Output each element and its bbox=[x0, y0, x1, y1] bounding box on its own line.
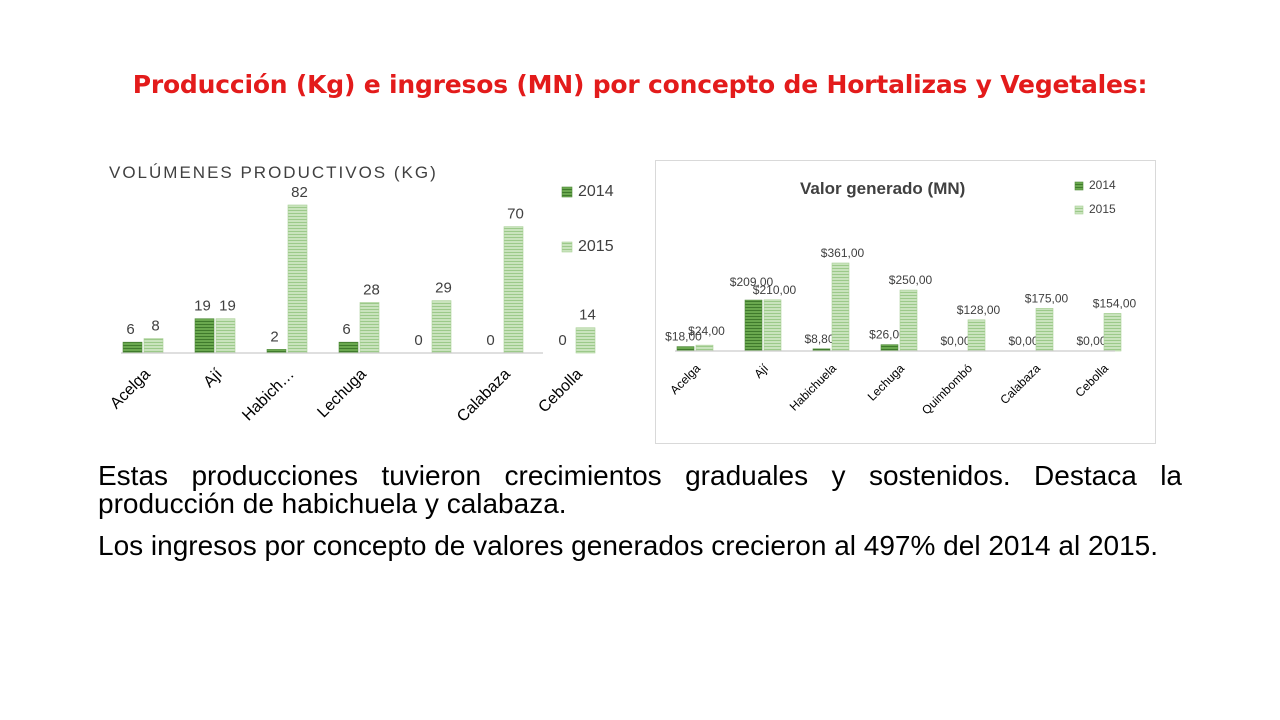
data-label-2015-4: 28 bbox=[363, 281, 380, 298]
x-tick-label-2: Ají bbox=[201, 365, 227, 391]
data-label-2015-7: 14 bbox=[579, 307, 596, 324]
bar-2015-4 bbox=[359, 302, 380, 354]
x-tick-label-6: Calabaza bbox=[454, 366, 514, 426]
legend-label-2015: 2015 bbox=[1089, 202, 1116, 216]
bar-2015-1 bbox=[143, 338, 164, 354]
bar-2015-2 bbox=[763, 299, 782, 352]
data-label-2014-4: $26,00 bbox=[869, 328, 906, 342]
bar-2015-7 bbox=[1103, 313, 1122, 352]
data-label-2015-1: $24,00 bbox=[688, 324, 725, 338]
data-label-2015-3: 82 bbox=[291, 184, 308, 201]
data-label-2014-7: $0,00 bbox=[1076, 334, 1106, 348]
chart-legend: 2014 2015 bbox=[561, 183, 614, 255]
data-label-2015-3: $361,00 bbox=[821, 246, 865, 260]
bar-2015-1 bbox=[695, 344, 714, 352]
legend-swatch-2015 bbox=[561, 241, 573, 253]
data-label-2014-5: $0,00 bbox=[940, 334, 970, 348]
legend-swatch-2014 bbox=[1074, 181, 1084, 191]
data-label-2014-1: $18,00 bbox=[665, 330, 702, 344]
data-label-2015-1: 8 bbox=[151, 318, 159, 335]
data-label-2015-6: $175,00 bbox=[1025, 291, 1069, 305]
body-text: Estas producciones tuvieron crecimientos… bbox=[98, 462, 1182, 574]
bar-2015-5 bbox=[431, 300, 452, 354]
value-generated-chart: Valor generado (MN) $18,00$24,00$209,00$… bbox=[655, 160, 1156, 444]
data-label-2015-5: 29 bbox=[435, 280, 452, 297]
bar-2014-2 bbox=[744, 299, 763, 352]
x-tick-label-7: Cebolla bbox=[535, 366, 585, 416]
data-label-2014-4: 6 bbox=[342, 321, 350, 338]
x-tick-label-3: Habich… bbox=[239, 366, 298, 425]
data-label-2014-6: 0 bbox=[486, 332, 494, 349]
data-label-2015-2: 19 bbox=[219, 298, 236, 315]
bar-2015-2 bbox=[215, 318, 236, 354]
bar-2014-3 bbox=[266, 349, 287, 354]
data-label-2014-2: $209,00 bbox=[730, 275, 774, 289]
bar-2014-1 bbox=[676, 346, 695, 352]
paragraph-growth: Estas producciones tuvieron crecimientos… bbox=[98, 460, 1182, 519]
legend-label-2014: 2014 bbox=[578, 183, 614, 200]
bar-2015-3 bbox=[831, 262, 850, 352]
data-label-2014-1: 6 bbox=[126, 321, 134, 338]
chart-title: VOLÚMENES PRODUCTIVOS (KG) bbox=[109, 163, 438, 182]
data-label-2015-6: 70 bbox=[507, 206, 524, 223]
data-label-2015-7: $154,00 bbox=[1093, 296, 1137, 310]
legend-label-2015: 2015 bbox=[578, 238, 614, 255]
bar-2015-5 bbox=[967, 319, 986, 352]
data-label-2015-2: $210,00 bbox=[753, 283, 797, 297]
chart-legend: 2014 2015 bbox=[1074, 178, 1116, 216]
data-label-2014-3: $8,80 bbox=[804, 332, 834, 346]
bar-2015-3 bbox=[287, 204, 308, 354]
bar-2014-2 bbox=[194, 318, 215, 354]
data-label-2015-4: $250,00 bbox=[889, 273, 933, 287]
bar-2015-6 bbox=[1035, 308, 1054, 352]
data-label-2014-3: 2 bbox=[270, 328, 278, 345]
bar-2015-6 bbox=[503, 226, 524, 354]
bar-2014-1 bbox=[122, 341, 143, 354]
legend-swatch-2014 bbox=[561, 186, 573, 198]
data-label-2014-5: 0 bbox=[414, 332, 422, 349]
x-tick-label-1: Acelga bbox=[107, 366, 154, 413]
slide-title: Producción (Kg) e ingresos (MN) por conc… bbox=[132, 70, 1148, 99]
bar-2014-4 bbox=[880, 344, 899, 352]
bar-2015-7 bbox=[575, 327, 596, 354]
bar-2015-4 bbox=[899, 289, 918, 352]
data-label-2014-2: 19 bbox=[194, 298, 211, 315]
x-tick-label-4: Lechuga bbox=[314, 366, 370, 422]
data-label-2014-6: $0,00 bbox=[1008, 334, 1038, 348]
chart-title: Valor generado (MN) bbox=[800, 179, 965, 198]
production-volume-chart: VOLÚMENES PRODUCTIVOS (KG) 6 819 192826280… bbox=[107, 163, 614, 426]
legend-swatch-2015 bbox=[1074, 205, 1084, 215]
data-label-2014-7: 0 bbox=[558, 332, 566, 349]
bar-2014-4 bbox=[338, 341, 359, 354]
legend-label-2014: 2014 bbox=[1089, 178, 1116, 192]
data-label-2015-5: $128,00 bbox=[957, 303, 1001, 317]
paragraph-income: Los ingresos por concepto de valores gen… bbox=[98, 530, 1159, 561]
